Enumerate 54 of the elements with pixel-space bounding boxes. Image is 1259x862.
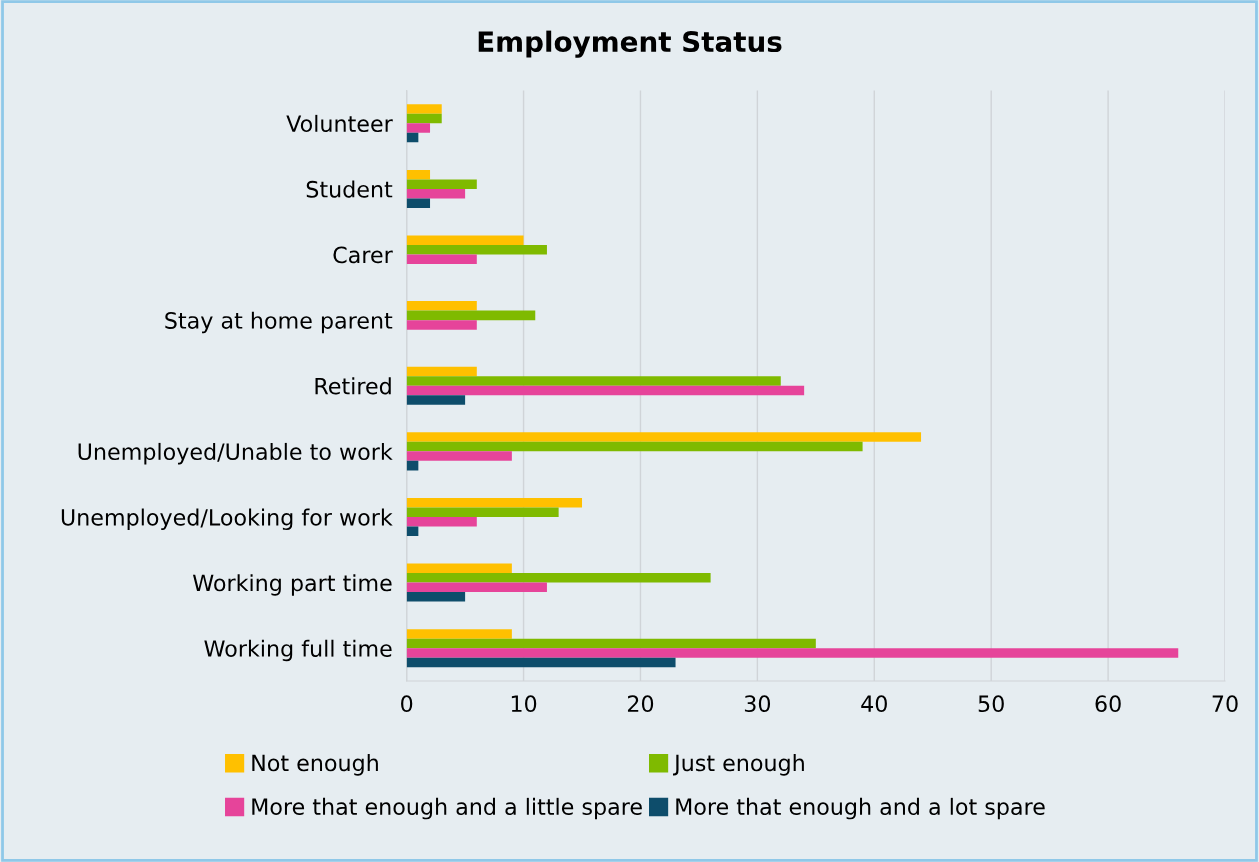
y-tick-label: Retired [315,377,391,395]
chart-title: Employment Status [478,30,782,58]
bar [406,245,547,255]
bar [406,629,512,639]
bar [406,310,536,321]
legend-label: Not enough [252,754,378,776]
bar [406,657,676,668]
bar [406,638,816,649]
bar [406,497,583,508]
x-tick-label: 10 [511,695,537,713]
y-tick-label: Carer [333,246,393,264]
legend-label: Just enough [672,754,804,776]
bar [406,198,431,208]
legend-label: More that enough and a little spare [252,797,642,820]
y-tick-label: Student [306,180,393,198]
bar [406,516,477,527]
bar [406,123,431,133]
bar [406,573,711,583]
bar [406,366,477,377]
bar [406,507,559,517]
x-tick-label: 20 [627,695,654,713]
bar [406,526,419,536]
bar [406,395,466,405]
bar [406,441,863,452]
y-tick-label: Stay at home parent [165,311,393,334]
x-tick-label: 50 [978,695,1004,713]
x-tick-label: 60 [1095,695,1121,713]
y-tick-label: Working part time [192,574,392,596]
bar [406,451,512,461]
bar [406,113,442,124]
x-tick-label: 40 [861,695,887,713]
bar [406,385,805,396]
bar [406,179,477,189]
y-tick-label: Unemployed/Looking for work [61,508,393,531]
x-tick-label: 0 [401,695,413,713]
bar [406,188,466,199]
bar [406,376,781,386]
bar [406,254,477,265]
bar [406,169,431,180]
bar [406,592,466,602]
y-tick-label: Unemployed/Unable to work [78,442,393,465]
y-tick-label: Volunteer [286,114,393,133]
legend-label: More that enough and a lot spare [676,797,1045,820]
bar [406,301,477,311]
x-tick-label: 30 [744,695,771,713]
bar [406,235,524,246]
x-tick-label: 70 [1212,695,1238,713]
bar [406,582,547,593]
bar [406,432,922,442]
bar [406,648,1179,658]
bar [406,320,477,330]
bar [406,104,442,114]
bar [406,563,512,574]
y-tick-label: Working full time [204,639,392,662]
